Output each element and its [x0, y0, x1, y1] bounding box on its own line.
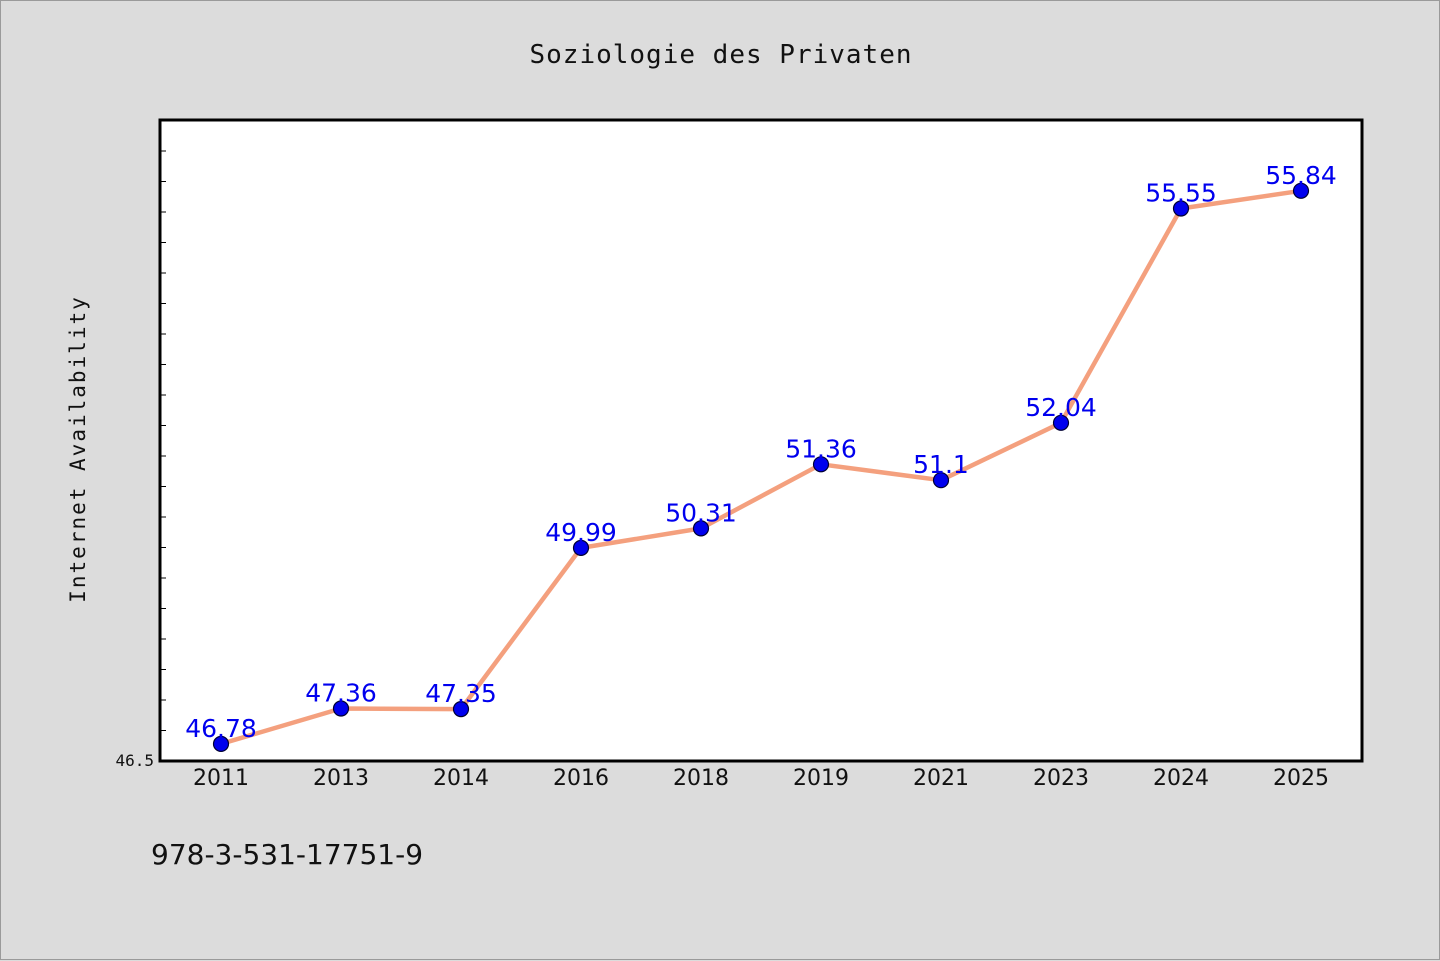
plot-frame [158, 118, 1364, 763]
data-label: 52.04 [1025, 393, 1097, 422]
x-tick-label: 2018 [673, 766, 729, 791]
data-point [692, 520, 710, 537]
data-point [452, 700, 470, 718]
data-point [1292, 182, 1310, 199]
x-tick-label: 2016 [553, 766, 609, 791]
data-point [212, 735, 230, 753]
data-point [932, 472, 950, 489]
x-tick-label: 2021 [913, 766, 969, 791]
data-label: 51.1 [913, 450, 969, 479]
data-label: 55.84 [1265, 161, 1337, 190]
x-axis-tick-labels: 2011 2013 2014 2016 2018 2019 2021 2023 2024 2025 [193, 766, 1329, 791]
x-tick-label: 2024 [1153, 766, 1209, 791]
series-group: 46.78 47.36 47.35 49.99 50.31 51.36 51.1 52.04 5… [185, 161, 1337, 753]
data-label: 55.55 [1145, 179, 1217, 208]
chart-title: Soziologie des Privaten [529, 40, 912, 70]
data-label: 49.99 [545, 518, 617, 547]
data-point [1172, 200, 1190, 217]
data-point [332, 700, 350, 717]
isbn-text: 978-3-531-17751-9 [151, 838, 423, 871]
x-tick-label: 2025 [1273, 766, 1329, 791]
x-tick-label: 2019 [793, 766, 849, 791]
plot-area [160, 120, 1362, 761]
x-tick-label: 2014 [433, 766, 489, 791]
data-point [1052, 414, 1070, 431]
y-tick-label: 46.5 [115, 751, 154, 770]
data-label: 47.35 [425, 679, 497, 708]
x-tick-label: 2023 [1033, 766, 1089, 791]
y-axis-ticks: 46.5 [115, 120, 166, 770]
data-point [572, 539, 590, 557]
data-label: 50.31 [665, 498, 737, 527]
data-point [812, 456, 830, 473]
data-label: 51.36 [785, 434, 857, 463]
x-tick-label: 2013 [313, 766, 369, 791]
series-line [220, 188, 1302, 747]
data-label: 46.78 [185, 714, 257, 743]
y-axis-label: Internet Availability [66, 295, 90, 603]
x-tick-label: 2011 [193, 766, 249, 791]
data-label: 47.36 [305, 679, 377, 708]
